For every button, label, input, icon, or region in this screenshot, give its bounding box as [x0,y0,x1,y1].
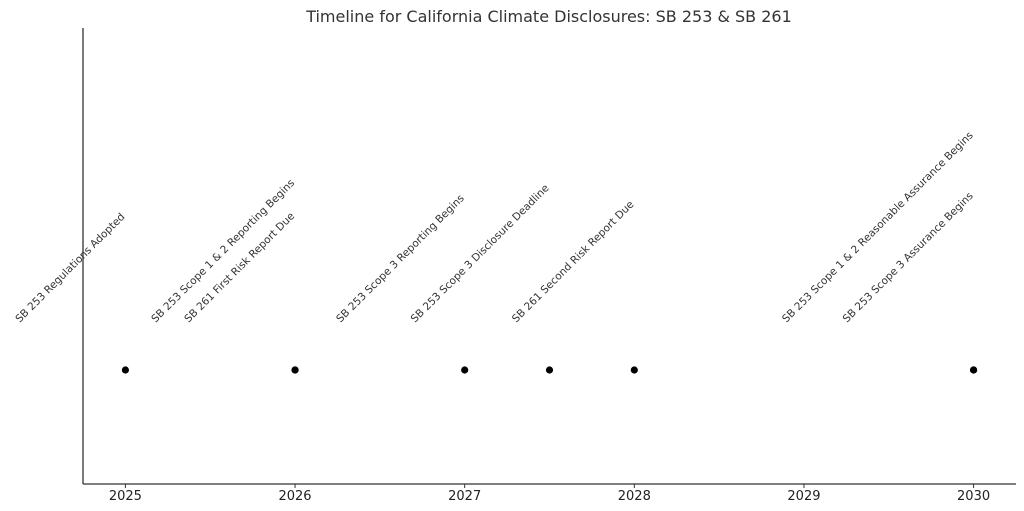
x-tick-label: 2028 [618,489,651,504]
event-labels: SB 253 Regulations Adopted SB 253 Scope 1… [13,129,975,325]
event-point [630,366,638,374]
x-axis-ticks: 2025 2026 2027 2028 2029 2030 [109,484,990,504]
event-label: SB 253 Scope 3 Assurance Begins [841,190,976,325]
event-label: SB 253 Regulations Adopted [13,211,127,325]
event-point [461,366,469,374]
event-markers [121,366,978,374]
event-label: SB 253 Scope 1 & 2 Reporting Begins [149,177,297,325]
event-point [291,366,299,374]
event-label: SB 253 Scope 3 Reporting Begins [334,192,467,325]
x-tick-label: 2030 [957,489,990,504]
x-tick-label: 2026 [278,489,311,504]
x-tick-label: 2025 [109,489,142,504]
event-point [121,366,130,374]
event-label: SB 261 Second Risk Report Due [510,199,637,326]
x-tick-label: 2029 [787,489,820,504]
event-point [545,366,554,374]
chart-title: Timeline for California Climate Disclosu… [305,7,792,26]
x-tick-label: 2027 [448,489,481,504]
event-point [969,366,978,374]
